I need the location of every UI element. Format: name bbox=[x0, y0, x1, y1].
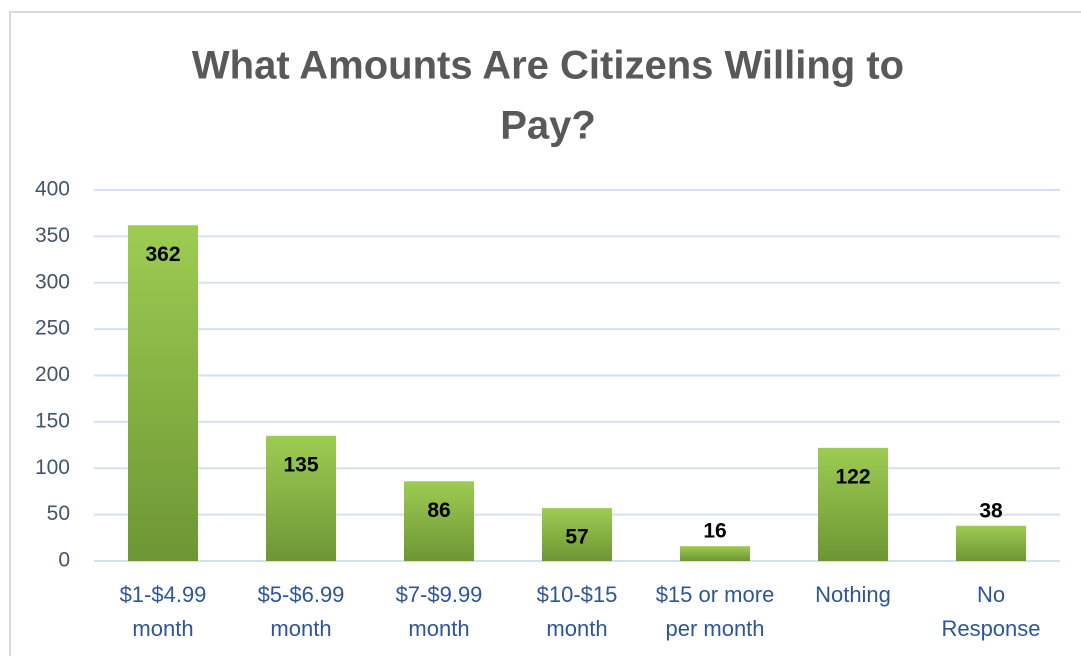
x-tick-label: Nothing bbox=[815, 582, 891, 607]
x-tick-label: No bbox=[977, 582, 1005, 607]
y-tick-label: 350 bbox=[35, 224, 70, 247]
x-tick-label: $1-$4.99 bbox=[120, 582, 207, 607]
x-tick-label: $10-$15 bbox=[537, 582, 618, 607]
data-label: 86 bbox=[427, 499, 450, 522]
chart-frame bbox=[9, 11, 1081, 656]
y-tick-label: 50 bbox=[47, 502, 70, 525]
data-label: 135 bbox=[283, 453, 318, 476]
x-tick-label: $5-$6.99 bbox=[258, 582, 345, 607]
y-tick-label: 400 bbox=[35, 178, 70, 201]
data-label: 16 bbox=[703, 520, 726, 543]
y-tick-label: 200 bbox=[35, 363, 70, 386]
x-tick-label: month bbox=[132, 616, 193, 641]
x-tick-label: month bbox=[270, 616, 331, 641]
data-label: 38 bbox=[979, 499, 1003, 522]
y-tick-label: 100 bbox=[35, 456, 70, 479]
x-tick-label: Response bbox=[941, 616, 1040, 641]
x-tick-label: month bbox=[546, 616, 607, 641]
chart-title: Pay? bbox=[500, 104, 596, 148]
x-tick-label: month bbox=[408, 616, 469, 641]
y-tick-label: 250 bbox=[35, 317, 70, 340]
x-tick-label: $15 or more bbox=[656, 582, 775, 607]
y-tick-label: 0 bbox=[58, 549, 70, 572]
data-label: 362 bbox=[145, 243, 180, 266]
bar bbox=[680, 546, 750, 561]
y-tick-label: 300 bbox=[35, 270, 70, 293]
x-tick-label: per month bbox=[665, 616, 764, 641]
data-label: 57 bbox=[565, 526, 588, 549]
y-tick-label: 150 bbox=[35, 409, 70, 432]
data-label: 122 bbox=[835, 465, 870, 488]
x-tick-label: $7-$9.99 bbox=[396, 582, 483, 607]
bar bbox=[128, 225, 198, 561]
bar bbox=[956, 525, 1026, 561]
bar bbox=[818, 447, 888, 561]
bar bbox=[266, 435, 336, 561]
chart-title: What Amounts Are Citizens Willing to bbox=[192, 44, 904, 88]
bar bbox=[404, 481, 474, 561]
bar bbox=[542, 508, 612, 561]
